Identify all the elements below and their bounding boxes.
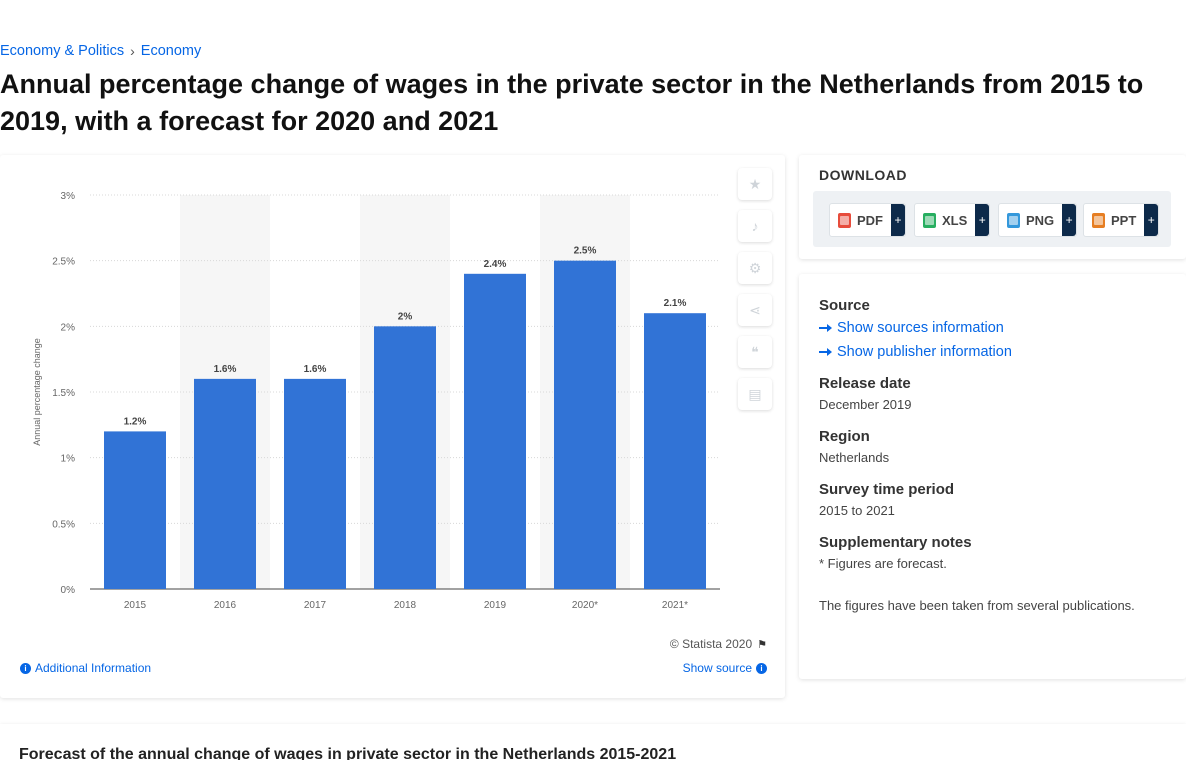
download-png-button[interactable]: PNG + [998, 203, 1078, 237]
pdf-file-icon [838, 212, 851, 228]
x-tick-label: 2019 [484, 600, 507, 611]
download-pdf-button[interactable]: PDF + [829, 203, 906, 237]
bar [284, 378, 346, 589]
breadcrumb-separator-icon: › [130, 43, 135, 59]
download-pdf-label: PDF [857, 212, 883, 228]
share-icon[interactable]: ⋖ [738, 294, 772, 326]
data-label: 1.6% [304, 364, 327, 375]
supplementary-note-publications: The figures have been taken from several… [819, 598, 1135, 613]
copyright: © Statista 2020 ⚑ [670, 637, 767, 651]
plus-icon[interactable]: + [1062, 204, 1077, 236]
breadcrumb-item-economy[interactable]: Economy [140, 43, 202, 59]
survey-period-heading: Survey time period [819, 481, 955, 498]
arrow-right-icon [819, 347, 832, 357]
data-label: 2.4% [484, 259, 507, 270]
y-tick-label: 1% [61, 454, 76, 465]
x-tick-label: 2021* [662, 600, 688, 611]
y-tick-label: 2.5% [52, 257, 75, 268]
region-heading: Region [819, 428, 870, 445]
show-publisher-label: Show publisher information [837, 344, 1012, 360]
settings-gear-icon[interactable]: ⚙ [738, 252, 772, 284]
source-heading: Source [819, 297, 870, 314]
y-axis-label: Annual percentage change [32, 338, 42, 446]
plus-icon[interactable]: + [1144, 204, 1159, 236]
page-title: Annual percentage change of wages in the… [0, 69, 1144, 136]
bar [554, 260, 616, 589]
additional-information-label: Additional Information [35, 661, 152, 675]
supplementary-note-forecast: * Figures are forecast. [819, 556, 947, 571]
show-sources-label: Show sources information [837, 320, 1004, 336]
bar-chart: 0% 0.5% 1% 1.5% 2% 2.5% 3% 1.2% 2015 1.6% 2016 1.6%… [32, 191, 720, 611]
info-icon: i [756, 662, 767, 674]
x-tick-label: 2018 [394, 600, 417, 611]
data-label: 2.1% [664, 298, 687, 309]
y-tick-label: 3% [61, 191, 76, 202]
download-xls-button[interactable]: XLS + [914, 203, 991, 237]
chart-card: 0% 0.5% 1% 1.5% 2% 2.5% 3% 1.2% 2015 1.6% 2016 1.6%… [0, 155, 785, 698]
download-title: DOWNLOAD [819, 167, 907, 183]
show-publisher-link[interactable]: Show publisher information [819, 340, 1169, 364]
data-label: 1.2% [124, 416, 147, 427]
download-png-label: PNG [1026, 212, 1055, 228]
download-xls-label: XLS [942, 212, 968, 228]
download-bar: PDF + XLS + PNG + PPT + [813, 191, 1171, 247]
data-label: 1.6% [214, 364, 237, 375]
region-value: Netherlands [819, 450, 890, 465]
print-icon[interactable]: ▤ [738, 378, 772, 410]
data-label: 2% [398, 311, 413, 322]
bar [194, 378, 256, 589]
y-tick-label: 0.5% [52, 519, 75, 530]
notification-bell-icon[interactable]: ♪ [738, 210, 772, 242]
xls-file-icon [923, 212, 936, 228]
description-title: Forecast of the annual change of wages i… [19, 746, 677, 760]
x-tick-label: 2017 [304, 600, 327, 611]
chart-tools: ★ ♪ ⚙ ⋖ ❝ ▤ [738, 168, 772, 410]
y-tick-label: 2% [61, 322, 76, 333]
png-file-icon [1007, 212, 1020, 228]
bar [644, 313, 706, 589]
plus-icon[interactable]: + [975, 204, 990, 236]
y-tick-label: 1.5% [52, 388, 75, 399]
survey-period-value: 2015 to 2021 [819, 503, 895, 518]
additional-information-link[interactable]: i Additional Information [20, 661, 151, 675]
y-tick-label: 0% [61, 585, 76, 596]
breadcrumb-item-economy-politics[interactable]: Economy & Politics [0, 43, 125, 59]
breadcrumb: Economy & Politics › Economy [0, 43, 201, 59]
x-tick-label: 2016 [214, 600, 237, 611]
arrow-right-icon [819, 323, 832, 333]
plus-icon[interactable]: + [891, 204, 905, 236]
bar [464, 273, 526, 589]
ppt-file-icon [1092, 212, 1105, 228]
download-ppt-label: PPT [1111, 212, 1137, 228]
favorite-star-icon[interactable]: ★ [738, 168, 772, 200]
x-tick-label: 2015 [124, 600, 147, 611]
release-date-value: December 2019 [819, 397, 912, 412]
info-icon: i [20, 662, 31, 674]
cite-quote-icon[interactable]: ❝ [738, 336, 772, 368]
supplementary-notes-heading: Supplementary notes [819, 534, 972, 551]
download-card: DOWNLOAD PDF + XLS + PNG + PPT + [799, 155, 1186, 259]
bar [374, 326, 436, 589]
statistic-details-card: Source Show sources information Show pub… [799, 274, 1186, 679]
description-card: Forecast of the annual change of wages i… [0, 724, 1186, 760]
download-ppt-button[interactable]: PPT + [1083, 203, 1160, 237]
show-source-label: Show source [682, 661, 752, 675]
release-date-heading: Release date [819, 375, 911, 392]
show-sources-link[interactable]: Show sources information [819, 316, 1169, 340]
flag-icon[interactable]: ⚑ [757, 638, 767, 651]
data-label: 2.5% [574, 246, 597, 257]
bar [104, 431, 166, 589]
x-tick-label: 2020* [572, 600, 598, 611]
copyright-text: © Statista 2020 [669, 637, 753, 651]
show-source-link[interactable]: Show source i [683, 661, 767, 675]
